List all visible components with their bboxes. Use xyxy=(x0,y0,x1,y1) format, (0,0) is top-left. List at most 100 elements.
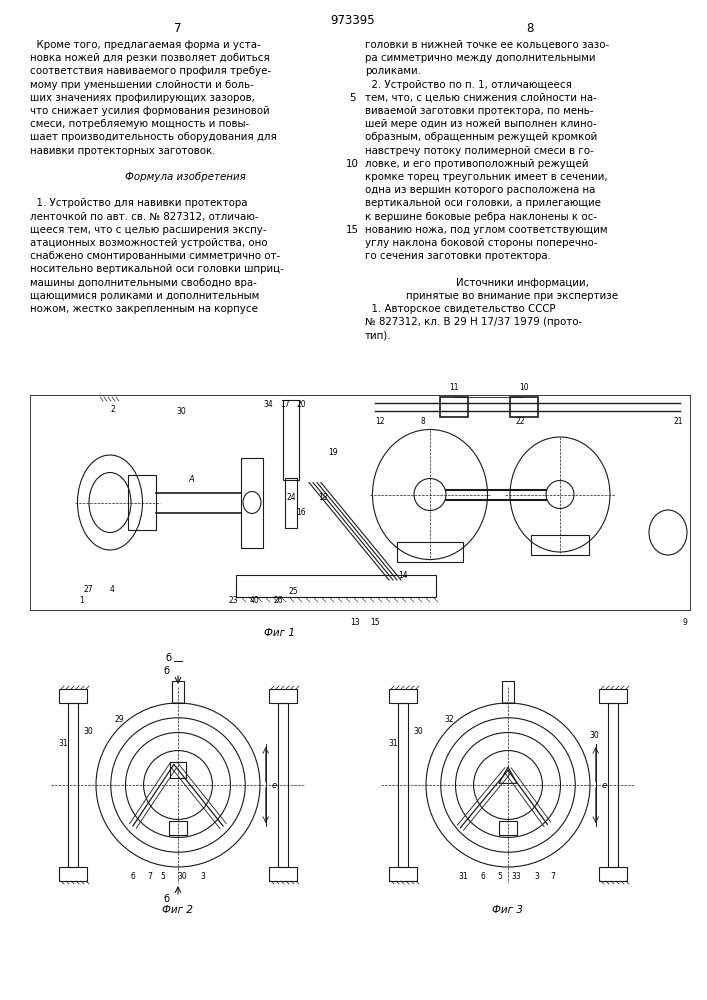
Text: 10: 10 xyxy=(519,383,529,392)
Text: 10: 10 xyxy=(346,159,358,169)
Text: навстречу потоку полимерной смеси в го-: навстречу потоку полимерной смеси в го- xyxy=(365,146,594,156)
Text: 3: 3 xyxy=(200,872,205,881)
Text: ра симметрично между дополнительными: ра симметрично между дополнительными xyxy=(365,53,595,63)
Text: 8: 8 xyxy=(421,417,426,426)
Bar xyxy=(531,534,589,554)
Bar xyxy=(236,575,436,597)
Text: 21: 21 xyxy=(673,417,683,426)
Text: снабжено смонтированными симметрично от-: снабжено смонтированными симметрично от- xyxy=(30,251,280,261)
Text: 5: 5 xyxy=(160,872,165,881)
Text: 15: 15 xyxy=(346,225,358,235)
Text: виваемой заготовки протектора, по мень-: виваемой заготовки протектора, по мень- xyxy=(365,106,593,116)
Text: 8: 8 xyxy=(526,22,534,35)
Text: Кроме того, предлагаемая форма и уста-: Кроме того, предлагаемая форма и уста- xyxy=(30,40,261,50)
Text: 3: 3 xyxy=(534,872,539,881)
Bar xyxy=(440,397,468,417)
Text: соответствия навиваемого профиля требуе-: соответствия навиваемого профиля требуе- xyxy=(30,66,271,76)
Text: 1: 1 xyxy=(80,596,84,605)
Text: № 827312, кл. В 29 Н 17/37 1979 (прото-: № 827312, кл. В 29 Н 17/37 1979 (прото- xyxy=(365,317,583,327)
Text: 2. Устройство по п. 1, отличающееся: 2. Устройство по п. 1, отличающееся xyxy=(365,80,572,90)
Text: 13: 13 xyxy=(350,618,360,627)
Bar xyxy=(398,703,408,867)
Text: кромке торец треугольник имеет в сечении,: кромке торец треугольник имеет в сечении… xyxy=(365,172,607,182)
Bar xyxy=(278,703,288,867)
Bar xyxy=(169,821,187,835)
Text: e: e xyxy=(271,780,277,790)
Text: тип).: тип). xyxy=(365,330,392,340)
Text: 31: 31 xyxy=(458,872,468,881)
Text: 30: 30 xyxy=(83,727,93,736)
Text: новка ножей для резки позволяет добиться: новка ножей для резки позволяет добиться xyxy=(30,53,270,63)
Bar xyxy=(269,867,297,881)
Bar xyxy=(59,867,87,881)
Text: образным, обращенным режущей кромкой: образным, обращенным режущей кромкой xyxy=(365,132,597,142)
Text: б: б xyxy=(164,894,170,904)
Text: б: б xyxy=(131,872,135,881)
Text: Источники информации,: Источники информации, xyxy=(456,278,589,288)
Text: 32: 32 xyxy=(444,715,454,724)
Text: 17: 17 xyxy=(280,400,290,409)
Text: 15: 15 xyxy=(370,618,380,627)
Text: роликами.: роликами. xyxy=(365,66,421,76)
Bar xyxy=(397,542,463,562)
Text: навивки протекторных заготовок.: навивки протекторных заготовок. xyxy=(30,146,216,156)
Text: 27: 27 xyxy=(83,585,93,594)
Text: 30: 30 xyxy=(413,727,423,736)
Text: одна из вершин которого расположена на: одна из вершин которого расположена на xyxy=(365,185,595,195)
Text: 16: 16 xyxy=(296,508,306,517)
Text: б: б xyxy=(165,653,171,663)
Text: 5: 5 xyxy=(349,93,355,103)
Text: 7: 7 xyxy=(147,872,152,881)
Bar xyxy=(285,478,297,528)
Text: 973395: 973395 xyxy=(331,14,375,27)
Text: 25: 25 xyxy=(288,587,298,596)
Text: атационных возможностей устройства, оно: атационных возможностей устройства, оно xyxy=(30,238,267,248)
Text: 5: 5 xyxy=(497,872,502,881)
Bar xyxy=(599,689,627,703)
Text: к вершине боковые ребра наклонены к ос-: к вершине боковые ребра наклонены к ос- xyxy=(365,212,597,222)
Text: машины дополнительными свободно вра-: машины дополнительными свободно вра- xyxy=(30,278,257,288)
Text: принятые во внимание при экспертизе: принятые во внимание при экспертизе xyxy=(407,291,619,301)
Bar xyxy=(389,867,417,881)
Text: что снижает усилия формования резиновой: что снижает усилия формования резиновой xyxy=(30,106,269,116)
Bar xyxy=(608,703,618,867)
Text: 30: 30 xyxy=(176,407,186,416)
Text: нованию ножа, под углом соответствующим: нованию ножа, под углом соответствующим xyxy=(365,225,607,235)
Text: 12: 12 xyxy=(375,417,385,426)
Text: тем, что, с целью снижения слойности на-: тем, что, с целью снижения слойности на- xyxy=(365,93,597,103)
Text: носительно вертикальной оси головки шприц-: носительно вертикальной оси головки шпри… xyxy=(30,264,284,274)
Text: 7: 7 xyxy=(551,872,556,881)
Bar xyxy=(502,681,514,703)
Text: 6: 6 xyxy=(481,872,486,881)
Bar xyxy=(499,821,517,835)
Bar xyxy=(510,397,538,417)
Text: шает производительность оборудования для: шает производительность оборудования для xyxy=(30,132,276,142)
Text: 31: 31 xyxy=(59,740,68,748)
Text: го сечения заготовки протектора.: го сечения заготовки протектора. xyxy=(365,251,551,261)
Text: 11: 11 xyxy=(449,383,459,392)
Text: 40: 40 xyxy=(250,596,260,605)
Bar xyxy=(389,689,417,703)
Text: 20: 20 xyxy=(296,400,306,409)
Text: ловке, и его противоположный режущей: ловке, и его противоположный режущей xyxy=(365,159,588,169)
Text: A: A xyxy=(188,476,194,485)
Bar xyxy=(241,458,263,548)
Text: 1. Авторское свидетельство СССР: 1. Авторское свидетельство СССР xyxy=(365,304,556,314)
Text: 7: 7 xyxy=(174,22,182,35)
Text: шей мере один из ножей выполнен клино-: шей мере один из ножей выполнен клино- xyxy=(365,119,597,129)
Text: 24: 24 xyxy=(286,493,296,502)
Text: Фиг 3: Фиг 3 xyxy=(493,905,523,915)
Bar xyxy=(170,762,186,778)
Bar xyxy=(599,867,627,881)
Text: 23: 23 xyxy=(228,596,238,605)
Text: 19: 19 xyxy=(328,448,338,457)
Text: углу наклона боковой стороны поперечно-: углу наклона боковой стороны поперечно- xyxy=(365,238,597,248)
Text: 22: 22 xyxy=(515,417,525,426)
Text: 30: 30 xyxy=(589,731,599,740)
Text: 2: 2 xyxy=(110,405,115,414)
Text: смеси, потребляемую мощность и повы-: смеси, потребляемую мощность и повы- xyxy=(30,119,250,129)
Text: 33: 33 xyxy=(511,872,521,881)
Bar xyxy=(283,400,299,480)
Text: 31: 31 xyxy=(388,740,398,748)
Text: 14: 14 xyxy=(398,570,408,580)
